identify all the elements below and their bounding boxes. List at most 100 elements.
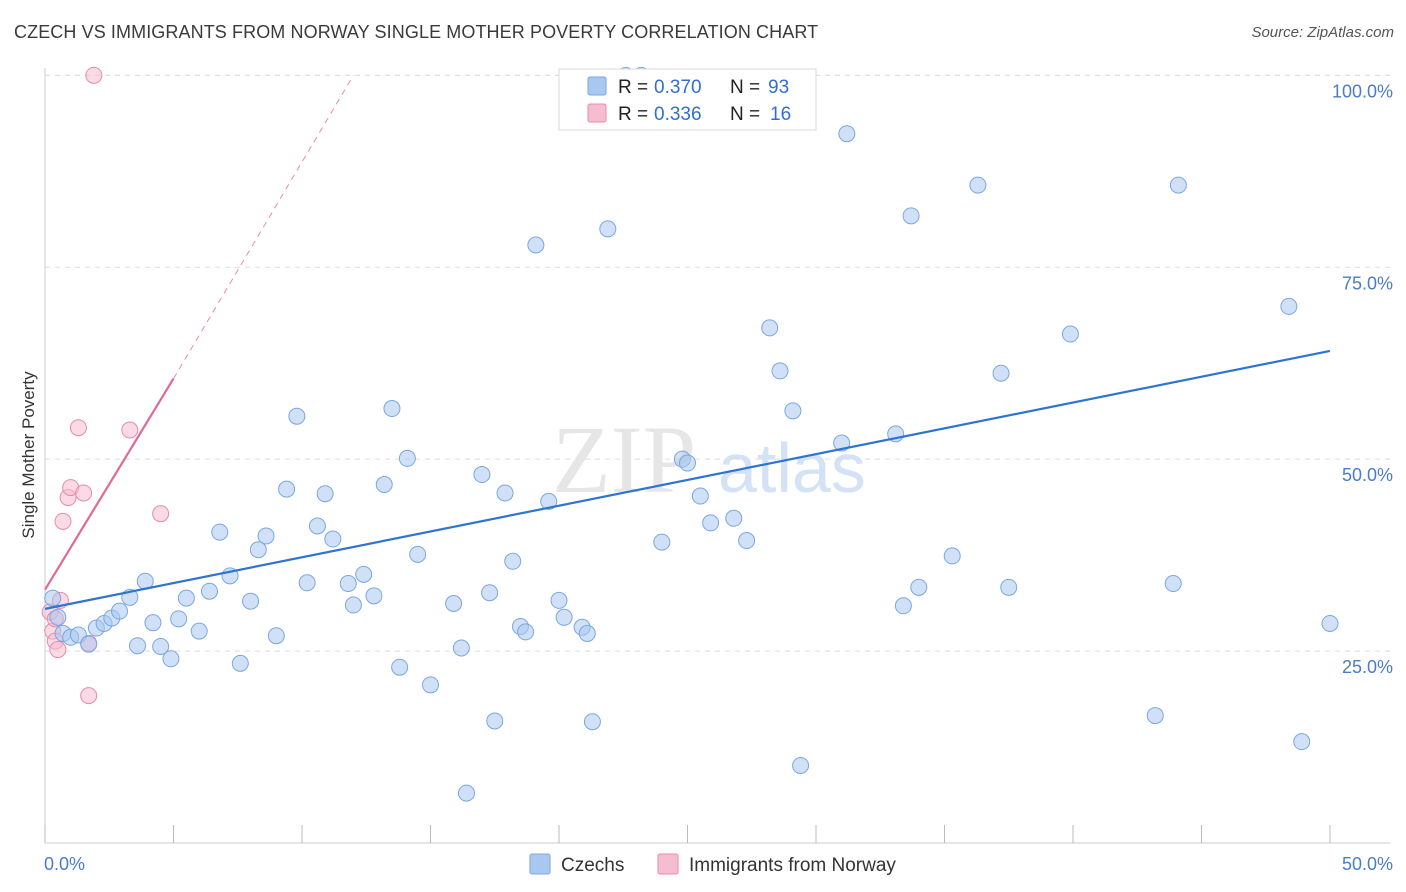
czech-point	[339, 575, 357, 593]
czech-point	[144, 614, 162, 632]
y-tick-label: 25.0%	[1342, 657, 1393, 677]
czech-point	[517, 623, 535, 641]
czech-r-value: 0.370	[654, 77, 702, 98]
czech-point	[80, 635, 98, 653]
czech-point	[383, 400, 401, 418]
trend-lines	[44, 75, 1331, 610]
czech-point	[1169, 176, 1187, 194]
czech-point	[943, 547, 961, 565]
czech-point	[298, 574, 316, 592]
norway-point	[75, 484, 93, 502]
czech-point	[1061, 325, 1079, 343]
norway-point	[49, 641, 67, 659]
czech-point	[481, 584, 499, 602]
czech-n-label: N =	[730, 77, 760, 98]
czech-legend-swatch	[587, 76, 607, 96]
czech-point	[969, 176, 987, 194]
czech-point	[375, 476, 393, 494]
czech-point	[44, 589, 62, 607]
czech-point	[445, 594, 463, 612]
czech-point	[242, 592, 260, 610]
x-tick-labels: 0.0% 50.0%	[44, 854, 1393, 874]
czech-point	[177, 589, 195, 607]
czech-point	[267, 627, 285, 645]
czech-point	[200, 582, 218, 600]
czech-point	[288, 407, 306, 425]
czech-point	[422, 676, 439, 694]
czech-point	[679, 454, 696, 472]
source-label: Source: ZipAtlas.com	[1251, 24, 1394, 41]
czech-point	[1280, 297, 1298, 315]
czech-point	[504, 552, 522, 570]
czech-point	[365, 587, 383, 605]
norway-point	[121, 421, 139, 439]
czech-point	[129, 637, 147, 655]
czech-point	[1000, 578, 1018, 596]
czech-point	[409, 545, 427, 563]
czech-point	[457, 784, 475, 802]
czech-point	[738, 532, 756, 550]
czech-point	[838, 125, 856, 143]
czechs-legend-label: Czechs	[561, 855, 624, 876]
czech-point	[308, 517, 326, 535]
czech-point	[894, 597, 912, 615]
stats-legend: R = 0.370 N = 93 R = 0.336 N = 16	[558, 68, 817, 131]
norway-point	[69, 419, 87, 437]
norway-trend-line	[44, 378, 175, 591]
axes	[44, 68, 1390, 844]
czech-point	[49, 608, 67, 626]
czech-points	[44, 66, 1339, 802]
y-tick-label: 50.0%	[1342, 465, 1393, 485]
norway-point	[152, 505, 170, 523]
norway-swatch	[657, 853, 679, 875]
y-axis-label: Single Mother Poverty	[19, 371, 38, 539]
series-legend: Czechs Immigrants from Norway	[529, 853, 896, 876]
czech-point	[211, 523, 229, 541]
czech-point	[540, 492, 558, 510]
czech-point	[653, 533, 671, 551]
czech-point	[1321, 614, 1339, 632]
czech-point	[162, 650, 180, 668]
czech-point	[391, 658, 409, 676]
czech-point	[486, 712, 504, 730]
czech-r-label: R =	[618, 77, 648, 98]
czech-point	[1293, 733, 1311, 751]
norway-n-label: N =	[730, 104, 760, 125]
norway-point	[85, 66, 103, 84]
czech-point	[473, 466, 491, 484]
czech-point	[599, 220, 617, 238]
chart-title: CZECH VS IMMIGRANTS FROM NORWAY SINGLE M…	[14, 22, 819, 42]
czech-point	[771, 362, 789, 380]
czech-point	[583, 713, 601, 731]
czech-point	[398, 449, 416, 467]
czech-n-value: 93	[768, 77, 789, 98]
czech-point	[792, 756, 810, 774]
x-tick-label: 50.0%	[1342, 854, 1393, 874]
czech-point	[784, 402, 802, 420]
norway-points	[41, 66, 170, 705]
czech-point	[316, 485, 334, 503]
czech-point	[761, 319, 779, 337]
czech-point	[702, 514, 720, 532]
czech-point	[111, 602, 129, 620]
czech-point	[152, 637, 170, 655]
czech-point	[578, 624, 596, 642]
x-tick-label: 0.0%	[44, 854, 85, 874]
czech-point	[278, 480, 296, 498]
norway-trend-extension	[173, 75, 354, 379]
y-tick-label: 75.0%	[1342, 273, 1393, 293]
czech-point	[324, 530, 342, 548]
watermark-zip: ZIP	[552, 406, 696, 513]
grid-lines	[45, 74, 1390, 652]
czech-point	[452, 639, 470, 657]
norway-n-value: 16	[770, 104, 791, 125]
y-tick-labels: 25.0% 50.0% 75.0% 100.0%	[1332, 81, 1393, 677]
czech-point	[257, 527, 275, 545]
norway-r-value: 0.336	[654, 104, 702, 125]
czechs-swatch	[529, 853, 551, 875]
czech-point	[527, 236, 545, 254]
czech-point	[691, 487, 709, 505]
czech-point	[344, 596, 362, 614]
norway-legend-swatch	[587, 103, 607, 123]
